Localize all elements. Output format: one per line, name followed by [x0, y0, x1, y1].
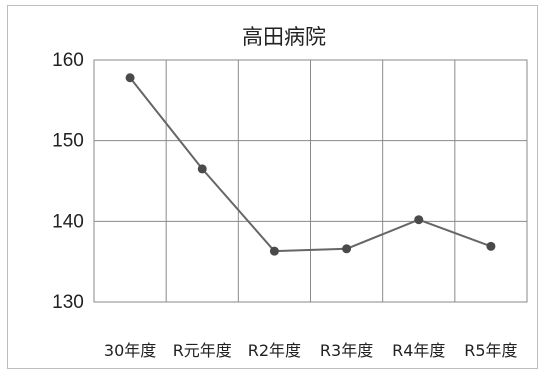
data-point-R元年度 [197, 164, 207, 174]
y-axis-tick-labels: 130 140 150 160 [52, 50, 84, 313]
x-tick-label-2: R2年度 [248, 341, 301, 360]
data-point-R5年度 [486, 241, 496, 251]
y-tick-label-150: 150 [52, 131, 84, 152]
x-axis-tick-labels: 30年度 R元年度 R2年度 R3年度 R4年度 R5年度 [104, 341, 518, 360]
data-point-R4年度 [414, 215, 424, 225]
data-point-R2年度 [269, 246, 279, 256]
grid-layer [93, 59, 528, 303]
series-line-0 [129, 76, 492, 253]
x-tick-label-5: R5年度 [464, 341, 517, 360]
data-point-30年度 [125, 73, 135, 83]
plot-area-border [93, 59, 528, 303]
data-point-R3年度 [342, 244, 352, 254]
y-tick-label-160: 160 [52, 50, 84, 71]
marker-layer [125, 73, 496, 256]
x-tick-label-0: 30年度 [104, 341, 156, 360]
line-chart: 高田病院 130 140 150 160 30年度 R元年度 R2年度 R3年度 R4年度 R5… [52, 25, 528, 360]
x-tick-label-4: R4年度 [392, 341, 445, 360]
chart-container: 高田病院 130 140 150 160 30年度 R元年度 R2年度 R3年度 R4年度 R5… [7, 5, 538, 369]
x-tick-label-3: R3年度 [320, 341, 373, 360]
chart-title: 高田病院 [242, 25, 326, 49]
y-tick-label-130: 130 [52, 292, 84, 313]
y-tick-label-140: 140 [52, 211, 84, 232]
x-tick-label-1: R元年度 [173, 341, 232, 360]
series-layer [129, 76, 492, 253]
